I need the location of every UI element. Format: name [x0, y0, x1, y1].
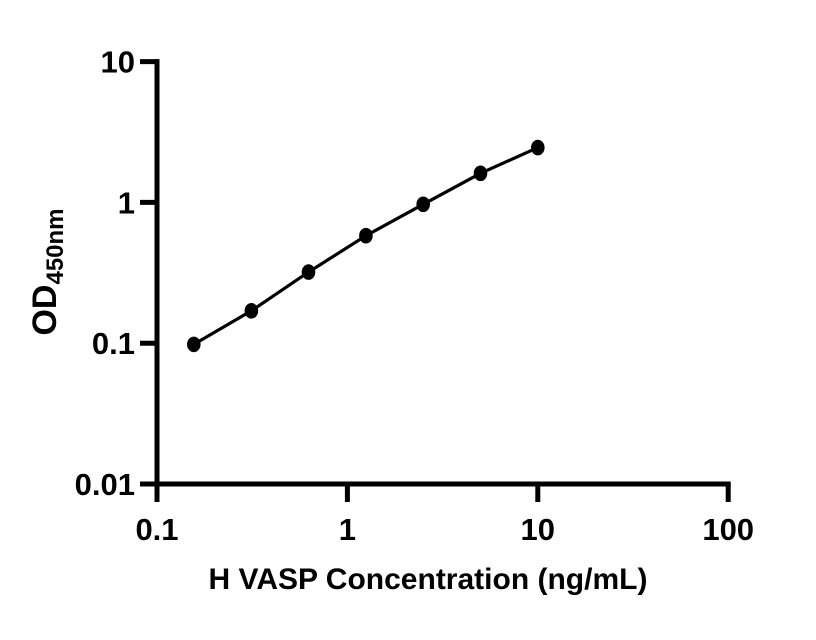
data-point-marker	[359, 227, 373, 244]
y-axis-title-main: OD	[26, 284, 64, 336]
y-tick-label: 0.01	[75, 467, 135, 502]
data-point-marker	[531, 139, 545, 156]
data-point-marker	[187, 336, 201, 353]
y-axis-title-subscript: 450nm	[42, 208, 69, 285]
x-tick-label: 10	[521, 512, 555, 547]
y-tick-label: 1	[118, 185, 135, 220]
x-tick-label: 1	[339, 512, 356, 547]
y-tick-label: 0.1	[92, 326, 135, 361]
x-tick-label: 100	[702, 512, 754, 547]
data-point-marker	[473, 165, 488, 182]
x-tick-label: 0.1	[135, 512, 178, 547]
y-tick-label: 10	[101, 45, 135, 80]
data-point-marker	[244, 303, 259, 319]
y-axis-title: OD450nm	[26, 208, 69, 336]
x-axis-title: H VASP Concentration (ng/mL)	[208, 563, 648, 596]
data-point-marker	[301, 264, 316, 280]
data-point-marker	[416, 196, 431, 213]
